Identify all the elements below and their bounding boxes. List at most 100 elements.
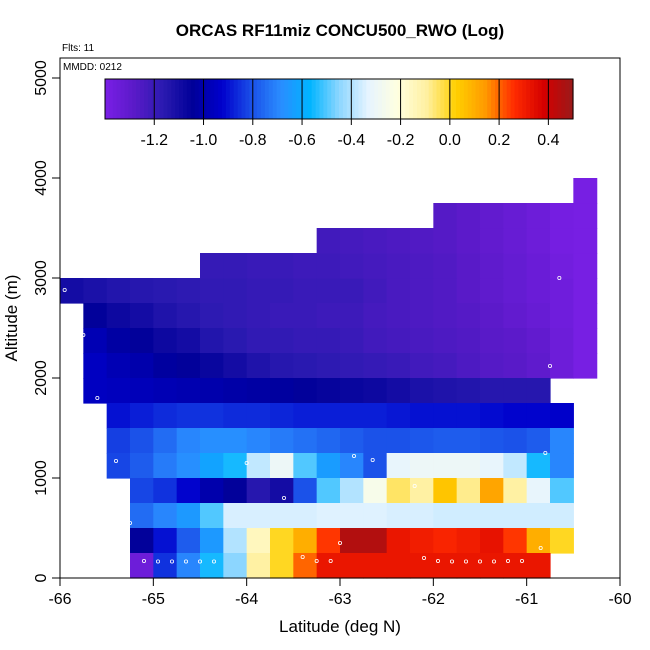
heatmap-cell xyxy=(363,378,388,404)
heatmap-cell xyxy=(386,353,411,379)
colorbar-swatch xyxy=(498,79,504,119)
y-tick-label: 1000 xyxy=(33,460,50,496)
colorbar-swatch xyxy=(233,79,239,119)
heatmap-cell xyxy=(456,553,481,579)
heatmap-cell xyxy=(106,403,131,429)
heatmap-cell xyxy=(223,453,248,479)
colorbar-swatch xyxy=(105,79,110,119)
sample-point xyxy=(155,559,160,564)
colorbar-swatch xyxy=(112,79,118,119)
sample-point xyxy=(281,495,286,500)
x-axis: -66 -65 -64 -63 -62 -61 -60 xyxy=(48,578,632,608)
heatmap-cell xyxy=(480,478,504,504)
sample-point xyxy=(463,559,468,564)
sample-points xyxy=(62,185,571,564)
heatmap-cell xyxy=(526,553,551,579)
heatmap-cell xyxy=(480,253,504,279)
heatmap-cell xyxy=(270,428,294,454)
heatmap-cell xyxy=(246,528,271,554)
heatmap-cell xyxy=(410,553,434,579)
heatmap-cell xyxy=(410,378,434,404)
colorbar-swatch xyxy=(424,79,430,119)
heatmap-cell xyxy=(316,253,341,279)
heatmap-cell xyxy=(526,528,551,554)
heatmap-cell xyxy=(153,453,178,479)
heatmap-cell xyxy=(293,303,318,329)
heatmap-cell xyxy=(363,453,388,479)
heatmap-cell xyxy=(130,478,154,504)
heatmap-cell xyxy=(340,328,364,354)
colorbar-swatch xyxy=(198,79,204,119)
heatmap-cell xyxy=(573,353,598,379)
colorbar-swatch xyxy=(385,79,391,119)
colorbar-swatch xyxy=(144,79,149,119)
heatmap-cell xyxy=(176,378,201,404)
y-axis-label: Altitude (m) xyxy=(2,275,21,362)
heatmap-cell xyxy=(363,253,388,279)
colorbar-swatch xyxy=(257,79,262,119)
heatmap-cell xyxy=(153,553,178,579)
heatmap-cell xyxy=(200,303,224,329)
heatmap-cell xyxy=(270,478,294,504)
colorbar-swatch xyxy=(459,79,465,119)
heatmap-cell xyxy=(550,353,574,379)
heatmap-cell xyxy=(363,328,388,354)
heatmap-cell xyxy=(526,203,551,229)
heatmap-cell xyxy=(223,428,248,454)
colorbar-swatch xyxy=(108,79,114,119)
heatmap-cell xyxy=(270,353,294,379)
heatmap-cell xyxy=(130,428,154,454)
heatmap-cell xyxy=(316,403,341,429)
colorbar-swatch xyxy=(155,79,161,119)
heatmap-cell xyxy=(316,528,341,554)
colorbar: -1.2 -1.0 -0.8 -0.6 -0.4 -0.2 0.0 0.2 0.4 xyxy=(104,78,574,149)
heatmap-cell xyxy=(526,353,551,379)
heatmap-cell xyxy=(223,503,248,529)
colorbar-swatch xyxy=(268,79,274,119)
heatmap-cell xyxy=(223,553,248,579)
colorbar-swatch xyxy=(171,79,176,119)
heatmap-cell xyxy=(503,478,528,504)
colorbar-swatch xyxy=(541,79,547,119)
colorbar-tick-label: -0.4 xyxy=(338,132,366,149)
colorbar-swatch xyxy=(561,79,566,119)
heatmap-cell xyxy=(526,303,551,329)
sample-point xyxy=(421,556,426,561)
heatmap-cell xyxy=(246,478,271,504)
colorbar-swatch xyxy=(444,79,449,119)
colorbar-swatch xyxy=(428,79,434,119)
colorbar-swatch xyxy=(374,79,379,119)
heatmap-cell xyxy=(386,553,411,579)
heatmap-cell xyxy=(386,328,411,354)
heatmap-cell xyxy=(176,403,201,429)
colorbar-swatch xyxy=(128,79,133,119)
y-tick-label: 0 xyxy=(33,573,50,582)
colorbar-tick-label: 0.0 xyxy=(439,132,461,149)
heatmap-cell xyxy=(83,378,108,404)
heatmap-cell xyxy=(480,428,504,454)
heatmap-cell xyxy=(153,303,178,329)
x-tick-label: -61 xyxy=(515,591,538,608)
heatmap-cell xyxy=(410,528,434,554)
heatmap-cell xyxy=(200,353,224,379)
colorbar-tick-label: -0.6 xyxy=(288,132,316,149)
heatmap-cell xyxy=(410,503,434,529)
colorbar-swatch xyxy=(206,79,211,119)
heatmap-cell xyxy=(223,528,248,554)
heatmap-cell xyxy=(480,353,504,379)
heatmap-cell xyxy=(130,553,154,579)
heatmap-cell xyxy=(316,278,341,304)
heatmap-cell xyxy=(200,478,224,504)
heatmap-cell xyxy=(316,328,341,354)
heatmap-cell xyxy=(340,428,364,454)
heatmap-cell xyxy=(503,403,528,429)
heatmap-cell xyxy=(316,228,341,254)
heatmap-cell xyxy=(130,303,154,329)
heatmap-cell xyxy=(550,253,574,279)
heatmap-cell xyxy=(153,478,178,504)
heatmap-cell xyxy=(176,453,201,479)
colorbar-swatch xyxy=(420,79,426,119)
colorbar-swatch xyxy=(179,79,184,119)
heatmap-cell xyxy=(433,353,458,379)
heatmap-cell xyxy=(480,503,504,529)
